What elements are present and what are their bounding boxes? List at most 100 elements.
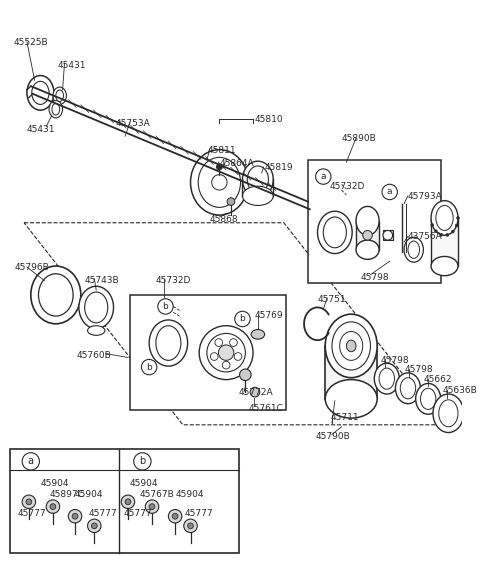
Ellipse shape (325, 314, 377, 377)
Bar (130, 295, 286, 410)
Circle shape (456, 216, 459, 219)
Text: 45772A: 45772A (239, 389, 273, 397)
Ellipse shape (436, 206, 453, 230)
Circle shape (363, 230, 372, 240)
Ellipse shape (396, 373, 420, 404)
Text: 45904: 45904 (175, 490, 204, 499)
Text: 45711: 45711 (331, 413, 360, 423)
Circle shape (142, 359, 157, 375)
Circle shape (227, 197, 235, 206)
Text: 45793A: 45793A (408, 192, 443, 201)
Circle shape (26, 499, 32, 505)
Text: b: b (139, 456, 145, 466)
Text: 45761C: 45761C (248, 404, 283, 413)
Ellipse shape (198, 157, 240, 207)
Text: 45790B: 45790B (315, 431, 350, 441)
Circle shape (216, 164, 222, 170)
Text: 45798: 45798 (404, 365, 433, 374)
Text: 45767B: 45767B (140, 490, 174, 499)
Text: 45864A: 45864A (219, 159, 254, 168)
Circle shape (158, 299, 173, 314)
Ellipse shape (347, 340, 356, 352)
Circle shape (172, 513, 178, 519)
Circle shape (235, 311, 250, 326)
Text: 45777: 45777 (17, 509, 46, 519)
Text: b: b (163, 302, 168, 311)
Ellipse shape (247, 166, 268, 193)
Circle shape (207, 333, 245, 372)
Ellipse shape (53, 87, 66, 104)
Text: 45796B: 45796B (14, 263, 49, 272)
Bar (308, 160, 441, 284)
Circle shape (446, 233, 449, 236)
Ellipse shape (433, 394, 464, 432)
Ellipse shape (87, 326, 105, 335)
Circle shape (222, 362, 230, 369)
Text: 45769: 45769 (255, 311, 284, 321)
Ellipse shape (79, 287, 114, 329)
Text: 45732D: 45732D (329, 182, 364, 192)
Circle shape (188, 523, 193, 529)
Ellipse shape (416, 383, 441, 414)
Ellipse shape (431, 257, 458, 275)
Text: 45798: 45798 (380, 356, 408, 364)
Circle shape (434, 230, 437, 233)
Bar (10, 449, 239, 553)
Circle shape (199, 326, 253, 380)
Text: 45751: 45751 (318, 295, 346, 304)
Text: 45777: 45777 (185, 509, 214, 519)
Text: 45431: 45431 (58, 61, 86, 70)
Circle shape (315, 169, 331, 184)
Circle shape (121, 495, 135, 509)
Ellipse shape (324, 217, 347, 248)
Ellipse shape (332, 322, 371, 370)
Ellipse shape (439, 400, 458, 427)
Circle shape (250, 387, 260, 397)
Ellipse shape (38, 274, 73, 316)
Text: 45777: 45777 (123, 509, 152, 519)
Circle shape (431, 223, 433, 226)
Circle shape (440, 233, 443, 236)
Text: a: a (387, 188, 393, 196)
Circle shape (451, 230, 454, 233)
Ellipse shape (242, 186, 273, 206)
Text: 45732D: 45732D (156, 275, 191, 285)
Circle shape (134, 453, 151, 470)
Ellipse shape (32, 81, 49, 104)
Ellipse shape (191, 149, 248, 215)
Ellipse shape (242, 161, 273, 197)
Ellipse shape (27, 76, 54, 110)
Text: 45890B: 45890B (342, 134, 376, 143)
Text: 45753A: 45753A (116, 119, 150, 128)
Bar (383, 230, 393, 240)
Ellipse shape (404, 237, 423, 262)
Text: 45777: 45777 (88, 509, 117, 519)
Ellipse shape (383, 230, 393, 240)
Ellipse shape (251, 329, 264, 339)
Text: 45904: 45904 (130, 479, 158, 488)
Text: 43756A: 43756A (408, 233, 443, 241)
Circle shape (218, 345, 234, 360)
Text: 45904: 45904 (40, 479, 69, 488)
Bar (356, 221, 379, 250)
Circle shape (22, 495, 36, 509)
Text: b: b (146, 363, 152, 372)
Circle shape (72, 513, 78, 519)
Ellipse shape (318, 211, 352, 254)
Ellipse shape (356, 206, 379, 235)
Text: 45798: 45798 (361, 273, 389, 282)
Text: 45760B: 45760B (77, 351, 112, 360)
Text: 45431: 45431 (27, 125, 56, 134)
Text: 45897C: 45897C (50, 490, 85, 499)
Bar (325, 346, 377, 399)
Circle shape (91, 523, 97, 529)
Circle shape (87, 519, 101, 533)
Circle shape (212, 175, 227, 190)
Text: 45636B: 45636B (443, 386, 477, 396)
Text: a: a (321, 172, 326, 181)
Text: 45662: 45662 (423, 375, 452, 384)
Circle shape (149, 504, 155, 509)
Circle shape (46, 500, 60, 513)
Text: 45819: 45819 (264, 163, 293, 172)
Ellipse shape (400, 377, 416, 399)
